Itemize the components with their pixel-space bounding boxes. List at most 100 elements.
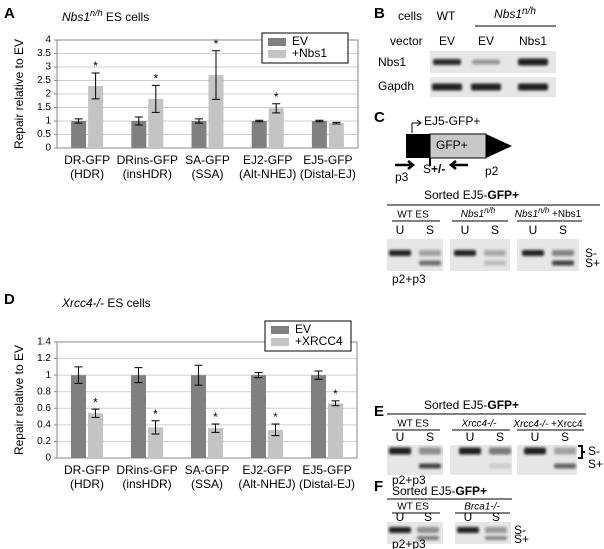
bar [131,375,146,458]
error-bar [195,118,203,124]
error-bar [211,423,220,433]
band [552,260,574,266]
legend-swatch [268,50,286,58]
band [419,463,441,469]
band [389,447,411,455]
label: WT ES [397,502,429,513]
x-tick-sublabel: (SSA) [191,167,223,181]
bar [268,429,283,458]
x-tick-label: EJ2-GFP [243,153,292,167]
y-tick-label: 1.4 [37,337,51,348]
label: +Nbs1 [549,209,581,220]
lane-label: U [461,223,470,237]
band [552,250,574,256]
y-tick-label: 0 [45,453,51,464]
x-tick-label: DRins-GFP [116,463,177,477]
band [457,527,479,533]
label: p2+p3 [392,473,426,487]
band [522,250,544,256]
y-tick-label: 4 [45,35,51,46]
bar [328,123,344,148]
lane-label: S [426,430,434,444]
y-tick-label: 0.5 [37,129,51,140]
band [554,447,576,455]
label: +/- [431,162,445,176]
error-bar [332,121,341,125]
label: Brca1-/- [464,502,500,513]
x-tick-sublabel: (HDR) [70,167,104,181]
significance-mark: * [274,90,279,104]
error-bar [255,119,264,123]
x-tick-label: EJ5-GFP [302,463,351,477]
label: Nbs1 [519,34,547,48]
label: Nbs1 [515,209,538,220]
band [419,250,441,256]
legend-label: EV [295,322,311,336]
label: S [423,162,431,176]
bar [251,121,267,148]
bar [148,427,163,458]
significance-mark: * [213,410,218,424]
error-bar [91,72,100,100]
panel-letter: B [374,5,385,22]
y-tick-label: 3 [45,62,51,73]
panel-letter: E [374,403,384,420]
reporter-segment [486,134,512,158]
bar [148,98,164,148]
significance-mark: * [93,59,98,73]
chart-title: Xrcc4-/- [61,296,104,310]
error-bar [134,367,143,384]
label: GFP+ [487,398,519,412]
y-tick-label: 0 [45,143,51,154]
error-bar [151,420,160,435]
x-tick-sublabel: (insHDR) [122,477,171,491]
band [485,536,507,540]
label: S+ [585,256,600,270]
y-tick-label: 0.2 [37,436,51,447]
bar [268,108,284,148]
label: WT ES [397,210,429,221]
lane-label: U [466,430,475,444]
band [518,83,548,91]
label: S+ [514,532,529,546]
band [454,250,476,256]
label: S+/- [423,162,445,176]
band [484,250,506,256]
label: Sorted EJ5- [424,398,487,412]
y-axis-label: Repair relative to EV [12,345,26,455]
x-tick-label: DRins-GFP [117,153,178,167]
label: Nbs1 [378,55,406,69]
error-bar [91,408,100,418]
label: Sorted EJ5- [424,188,487,202]
lane-label: S [426,223,434,237]
lane-label: U [529,223,538,237]
chart-title: n/h [90,8,103,18]
significance-mark: * [153,407,158,421]
plot-frame [56,39,359,149]
label: Nbs1n/h +Nbs1 [515,206,582,220]
y-tick-label: 2 [45,89,51,100]
legend-label: +XRCC4 [295,334,343,348]
panel-letter: F [374,478,383,495]
label: Gapdh [378,79,414,93]
x-tick-label: DR-GFP [64,463,110,477]
band [417,527,439,533]
band [417,536,439,540]
label: Sorted EJ5-GFP+ [424,188,519,202]
primer-arrow [448,160,468,170]
band [489,447,511,455]
label: Xrcc4-/- [512,419,549,430]
label: EV [478,34,494,48]
x-tick-sublabel: (Distal-EJ) [299,477,355,491]
lane-label: U [396,223,405,237]
label: S- [514,523,526,537]
label: Sorted EJ5-GFP+ [392,484,487,498]
significance-mark: * [273,410,278,424]
bar [191,121,207,148]
band [471,83,501,91]
label: p2 [485,164,499,178]
band [518,58,548,66]
x-tick-label: EJ5-GFP [303,153,352,167]
label: S- [585,246,597,260]
